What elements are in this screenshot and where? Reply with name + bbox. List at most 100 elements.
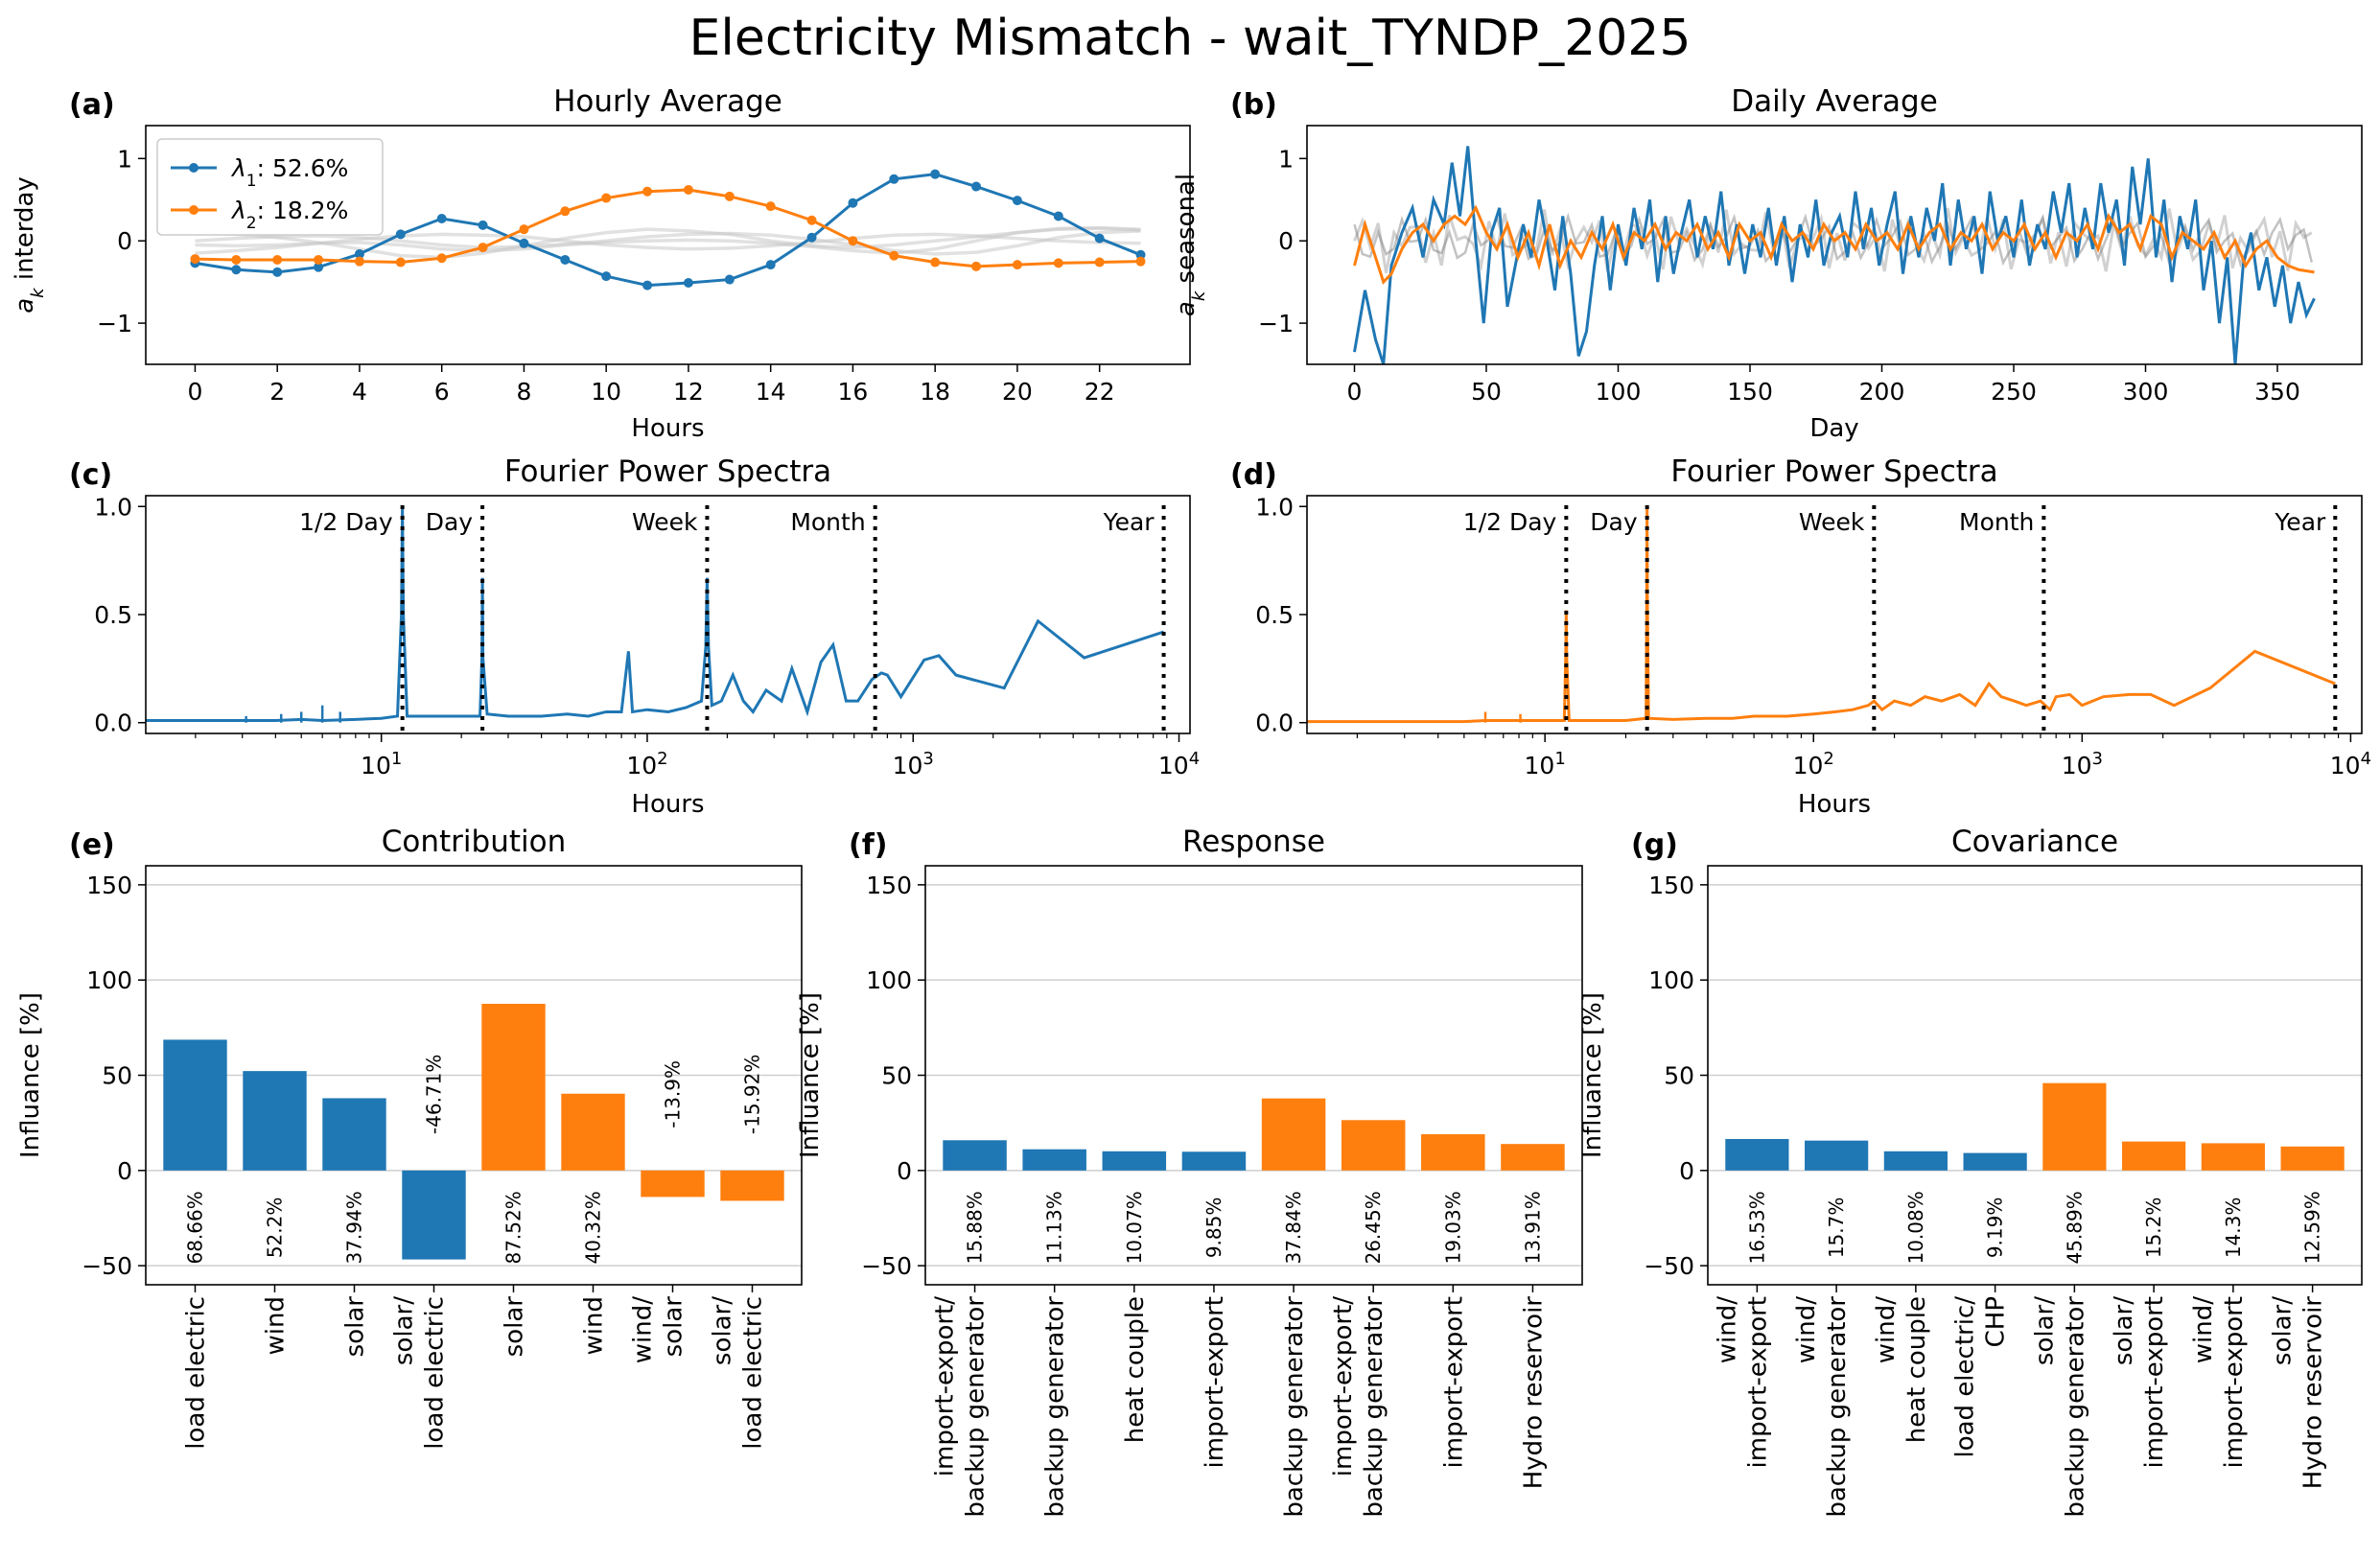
bar-value-label: 37.94% [343, 1191, 366, 1264]
x-tick-label: 102 [626, 749, 667, 780]
category-label: heat couple [1121, 1296, 1150, 1443]
period-marker-label: Day [1590, 508, 1638, 536]
y-tick-label: 100 [866, 966, 912, 994]
data-point [231, 265, 242, 275]
period-marker-label: Month [1959, 508, 2034, 536]
bar-value-label: 87.52% [502, 1191, 525, 1264]
panel-d-fourier-spectra: 1/2 Day Day Week Month Year 101 102 103 104 0.0 0.… [1255, 493, 2371, 819]
bar-value-label: 19.03% [1441, 1191, 1464, 1264]
bar [561, 1093, 625, 1171]
y-tick-label: 150 [866, 872, 912, 899]
bar-value-label: 52.2% [264, 1198, 287, 1259]
data-point [971, 181, 982, 192]
category-label: backup generator [1041, 1296, 1070, 1518]
x-tick-label: 200 [1859, 378, 1905, 406]
bar-value-label: 9.85% [1202, 1198, 1225, 1259]
bar-value-label: -13.9% [662, 1060, 685, 1128]
panel-b-daily-average: 0 50 100 150 200 250 300 350 −1 0 1 Day ak seasonal [1172, 125, 2363, 443]
legend-marker [189, 163, 198, 173]
x-tick-label: 50 [1471, 378, 1502, 406]
y-axis-label: Influance [%] [16, 992, 45, 1158]
data-point [683, 277, 693, 288]
panel-c-fourier-spectra: 1/2 Day Day Week Month Year 101 102 103 104 0.0 0.… [94, 493, 1200, 819]
category-label: backup generator [2061, 1296, 2089, 1518]
bar-value-label: 68.66% [184, 1191, 207, 1264]
y-tick-label: 1.0 [94, 493, 132, 521]
category-label: wind/ [1713, 1296, 1741, 1363]
legend-marker [189, 205, 198, 215]
x-tick-label: 0 [1347, 378, 1363, 406]
bar [481, 1003, 546, 1171]
category-label: wind/ [629, 1296, 658, 1363]
category-label: solar/ [2269, 1296, 2298, 1365]
category-label: import-export [1439, 1296, 1468, 1468]
bar-value-label: 40.32% [582, 1191, 605, 1264]
y-tick-label: 1.0 [1255, 493, 1294, 521]
y-axis-label: Influance [%] [1578, 992, 1607, 1158]
bar-value-label: 16.53% [1745, 1191, 1768, 1264]
data-point [231, 254, 242, 265]
data-point [519, 224, 529, 235]
legend-label: λ2: 18.2% [230, 197, 348, 233]
data-point [1094, 233, 1105, 244]
x-axis-label: Day [1809, 414, 1858, 443]
panel-label: (g) [1631, 828, 1678, 862]
plot-frame [1306, 125, 2363, 365]
category-label: wind [580, 1296, 609, 1355]
y-tick-label: 0.0 [1255, 709, 1294, 737]
x-axis-label: Hours [631, 790, 704, 819]
data-point [1053, 258, 1063, 268]
panel-title: Fourier Power Spectra [1670, 454, 1997, 489]
bar [1805, 1140, 1869, 1171]
bar-value-label: 15.88% [964, 1191, 987, 1264]
x-tick-label: 16 [838, 378, 869, 406]
x-tick-label: 104 [1158, 749, 1200, 780]
data-point [806, 215, 817, 225]
bar-value-label: -15.92% [741, 1055, 764, 1134]
y-tick-label: 0.5 [1255, 601, 1294, 629]
series-line-1 [195, 173, 1142, 288]
panel-d-header: (d) Fourier Power Spectra [1230, 454, 1998, 492]
panel-a-header: (a) Hourly Average [69, 84, 782, 122]
category-label: load electric [182, 1296, 211, 1450]
period-marker-label: Year [1103, 508, 1155, 536]
y-tick-label: 1 [1278, 145, 1294, 173]
data-point [314, 254, 324, 265]
period-marker-label: Month [790, 508, 865, 536]
period-marker-label: 1/2 Day [1463, 508, 1557, 536]
x-tick-label: 300 [2123, 378, 2169, 406]
y-tick-label: 0 [1679, 1157, 1694, 1185]
category-label: backup generator [1280, 1296, 1309, 1518]
y-tick-label: 100 [1648, 966, 1694, 994]
bar [943, 1140, 1007, 1171]
data-point [724, 191, 735, 201]
data-point [314, 262, 324, 272]
bar-value-label: 10.07% [1123, 1191, 1146, 1264]
x-tick-label: 4 [352, 378, 367, 406]
bar [1261, 1098, 1326, 1171]
bar [1341, 1120, 1406, 1171]
x-tick-label: 150 [1727, 378, 1773, 406]
data-point [436, 214, 447, 224]
data-point [1053, 211, 1063, 221]
bar-value-label: 26.45% [1362, 1191, 1385, 1264]
y-tick-label: 1 [117, 145, 132, 173]
x-tick-label: 101 [361, 749, 402, 780]
bar [1102, 1151, 1167, 1171]
y-tick-label: 0.0 [94, 709, 132, 737]
bar [1181, 1151, 1247, 1171]
y-tick-label: 0 [117, 1157, 132, 1185]
background-component-line [195, 232, 1141, 255]
data-point [642, 280, 653, 291]
category-label: backup generator [1360, 1296, 1388, 1518]
data-point [478, 220, 488, 230]
background-component-line [195, 225, 1141, 255]
bar [163, 1039, 227, 1171]
category-label: solar [660, 1296, 688, 1358]
period-marker-label: Week [1799, 508, 1865, 536]
category-label: load electric/ [1951, 1296, 1980, 1458]
category-label: wind/ [1792, 1296, 1821, 1363]
spectrum-line [146, 508, 1165, 722]
